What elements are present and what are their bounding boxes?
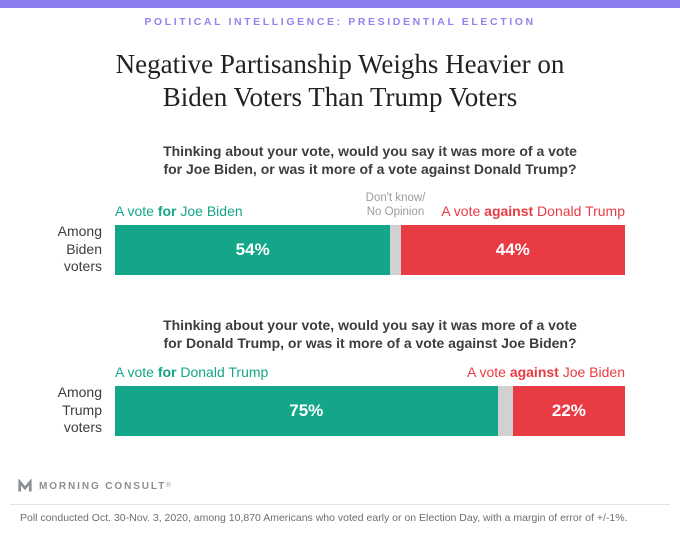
series-labels-row: A vote for Donald Trump A vote against J… <box>115 352 625 384</box>
segment-value-label: 54% <box>235 240 270 259</box>
footer-divider <box>10 504 670 505</box>
stacked-bar: Among Biden voters 54% 44% <box>58 223 625 275</box>
series-labels-row: A vote for Joe Biden Don't know/ No Opin… <box>115 178 625 223</box>
bar-segment-vote-against: 22% <box>512 386 625 436</box>
chart-trump-voters: Thinking about your vote, would you say … <box>58 316 625 436</box>
bar-segment-dont-know <box>497 386 513 436</box>
label-dont-know: Don't know/ No Opinion <box>365 192 426 218</box>
segment-value-label: 44% <box>495 240 530 259</box>
chart-biden-voters: Thinking about your vote, would you say … <box>58 142 625 275</box>
methodology-footnote: Poll conducted Oct. 30-Nov. 3, 2020, amo… <box>20 512 628 524</box>
logo-wordmark: MORNING CONSULT <box>39 480 167 492</box>
question-line-2: for Donald Trump, or was it more of a vo… <box>163 335 577 351</box>
label-vote-against: A vote against Donald Trump <box>441 203 625 219</box>
question-line-1: Thinking about your vote, would you say … <box>163 317 577 333</box>
row-label-biden-voters: Among Biden voters <box>57 223 102 274</box>
segment-value-label: 22% <box>551 401 586 420</box>
bar-segment-vote-for: 54% <box>115 225 391 275</box>
top-accent-bar <box>0 0 680 8</box>
stacked-bar: Among Trump voters 75% 22% <box>58 384 625 436</box>
eyebrow-label: POLITICAL INTELLIGENCE: PRESIDENTIAL ELE… <box>144 16 536 28</box>
question-line-1: Thinking about your vote, would you say … <box>163 143 577 159</box>
label-vote-for: A vote for Donald Trump <box>115 364 269 380</box>
registered-mark: ® <box>166 483 171 489</box>
page-title: Negative Partisanship Weighs Heavier on … <box>0 48 680 114</box>
bar-segment-vote-against: 44% <box>400 225 625 275</box>
label-vote-against: A vote against Joe Biden <box>467 364 625 380</box>
row-label-trump-voters: Among Trump voters <box>57 384 102 435</box>
morning-consult-logo: MORNING CONSULT ® <box>18 479 171 493</box>
bar-segment-vote-for: 75% <box>115 386 498 436</box>
chart-question: Thinking about your vote, would you say … <box>115 142 625 178</box>
page-title-line-1: Negative Partisanship Weighs Heavier on <box>115 49 565 79</box>
bar-segment-dont-know <box>390 225 401 275</box>
morning-consult-logo-icon <box>18 479 32 492</box>
question-line-2: for Joe Biden, or was it more of a vote … <box>163 161 577 177</box>
page-title-line-2: Biden Voters Than Trump Voters <box>162 82 518 112</box>
segment-value-label: 75% <box>289 401 324 420</box>
chart-question: Thinking about your vote, would you say … <box>115 316 625 352</box>
label-vote-for: A vote for Joe Biden <box>115 203 243 219</box>
